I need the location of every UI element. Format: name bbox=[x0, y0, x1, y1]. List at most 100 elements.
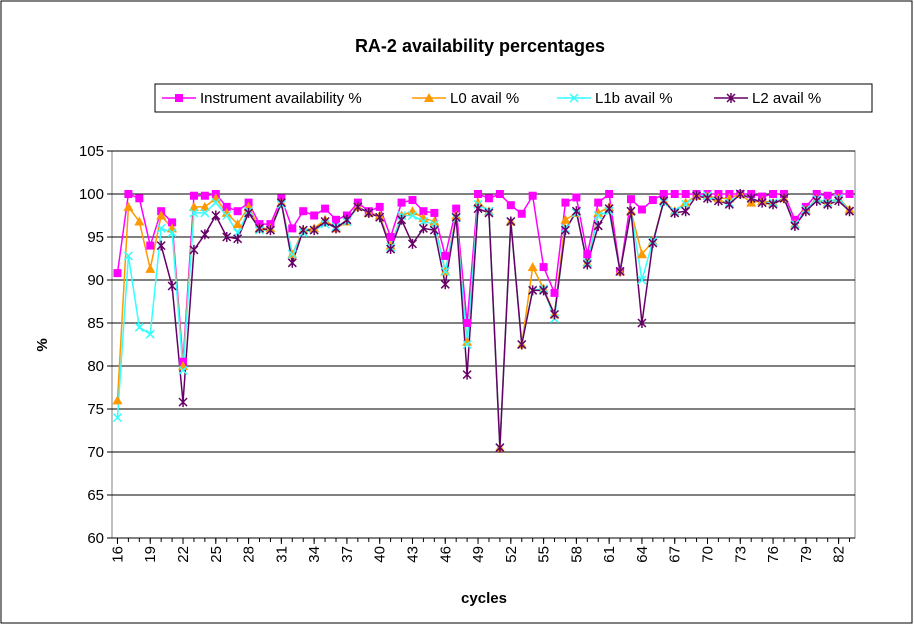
point bbox=[178, 365, 188, 375]
marker-shape bbox=[615, 266, 625, 277]
point bbox=[692, 190, 702, 201]
marker-shape bbox=[123, 201, 134, 211]
legend-box bbox=[154, 83, 873, 113]
marker-shape bbox=[146, 241, 155, 250]
marker-shape bbox=[746, 193, 756, 204]
marker-shape bbox=[288, 224, 297, 233]
marker-shape bbox=[735, 189, 745, 199]
point bbox=[146, 241, 155, 250]
point bbox=[823, 191, 832, 200]
marker-shape bbox=[463, 319, 472, 327]
marker-shape bbox=[222, 210, 232, 221]
point bbox=[276, 197, 286, 208]
marker-shape bbox=[211, 210, 221, 221]
point bbox=[495, 442, 505, 453]
point bbox=[419, 207, 428, 216]
point bbox=[812, 195, 822, 206]
point bbox=[145, 329, 155, 339]
marker-shape bbox=[569, 93, 579, 103]
marker-shape bbox=[178, 397, 188, 408]
point bbox=[637, 318, 647, 328]
marker-shape bbox=[594, 198, 603, 207]
marker-shape bbox=[233, 207, 242, 216]
marker-shape bbox=[462, 336, 473, 346]
point bbox=[539, 285, 549, 296]
legend-label: L1b avail % bbox=[595, 90, 673, 107]
point bbox=[375, 212, 385, 223]
y-tick-label: 100 bbox=[79, 186, 104, 203]
x-tick-label: 55 bbox=[536, 546, 553, 563]
marker-shape bbox=[156, 223, 166, 233]
marker-shape bbox=[724, 199, 734, 210]
marker-shape bbox=[407, 238, 418, 249]
marker-shape bbox=[418, 216, 428, 227]
marker-shape bbox=[112, 413, 122, 423]
marker-shape bbox=[244, 207, 254, 218]
point bbox=[407, 238, 418, 249]
point bbox=[342, 214, 352, 225]
point bbox=[299, 207, 308, 216]
point bbox=[288, 224, 297, 233]
marker-shape bbox=[474, 190, 483, 198]
point bbox=[560, 214, 571, 224]
marker-shape bbox=[823, 199, 833, 210]
point bbox=[539, 263, 548, 272]
point bbox=[200, 191, 209, 200]
point bbox=[418, 216, 428, 227]
marker-shape bbox=[506, 216, 516, 227]
point bbox=[681, 190, 690, 198]
marker-shape bbox=[550, 288, 559, 297]
marker-shape bbox=[637, 275, 647, 285]
marker-shape bbox=[462, 369, 472, 380]
point bbox=[441, 251, 450, 260]
y-tick-label: 95 bbox=[87, 229, 104, 246]
point bbox=[429, 225, 439, 236]
point bbox=[211, 210, 221, 221]
marker-shape bbox=[299, 207, 308, 216]
marker-shape bbox=[680, 197, 691, 207]
y-tick-label: 90 bbox=[87, 272, 104, 289]
point bbox=[582, 259, 592, 270]
marker-shape bbox=[517, 339, 527, 350]
marker-shape bbox=[681, 199, 691, 209]
marker-shape bbox=[397, 198, 406, 207]
point bbox=[845, 206, 855, 217]
marker-shape bbox=[188, 201, 199, 211]
marker-shape bbox=[265, 225, 275, 236]
marker-shape bbox=[528, 191, 537, 200]
point bbox=[670, 207, 680, 218]
marker-shape bbox=[407, 210, 418, 221]
point bbox=[167, 281, 177, 292]
marker-shape bbox=[233, 233, 243, 244]
marker-shape bbox=[145, 263, 156, 273]
point bbox=[769, 190, 778, 198]
marker-shape bbox=[779, 193, 789, 204]
x-tick-label: 70 bbox=[699, 546, 716, 563]
x-tick-label: 61 bbox=[601, 546, 618, 563]
point bbox=[244, 207, 254, 218]
point bbox=[637, 205, 646, 214]
marker-shape bbox=[473, 203, 483, 214]
point bbox=[746, 193, 756, 204]
point bbox=[200, 208, 210, 218]
marker-shape bbox=[593, 207, 604, 217]
point bbox=[812, 190, 821, 198]
point bbox=[605, 190, 614, 198]
point bbox=[178, 397, 188, 408]
x-tick-label: 19 bbox=[142, 546, 159, 563]
marker-shape bbox=[364, 207, 374, 218]
legend-marker bbox=[569, 93, 579, 103]
point bbox=[593, 210, 603, 221]
marker-shape bbox=[331, 223, 341, 234]
point bbox=[320, 216, 330, 227]
marker-shape bbox=[135, 194, 144, 203]
point bbox=[801, 206, 811, 217]
point bbox=[528, 191, 537, 200]
point bbox=[506, 201, 515, 210]
point bbox=[627, 195, 636, 204]
marker-shape bbox=[386, 244, 396, 255]
point bbox=[583, 250, 592, 259]
marker-shape bbox=[200, 191, 209, 200]
point bbox=[309, 225, 319, 236]
point bbox=[287, 249, 297, 259]
